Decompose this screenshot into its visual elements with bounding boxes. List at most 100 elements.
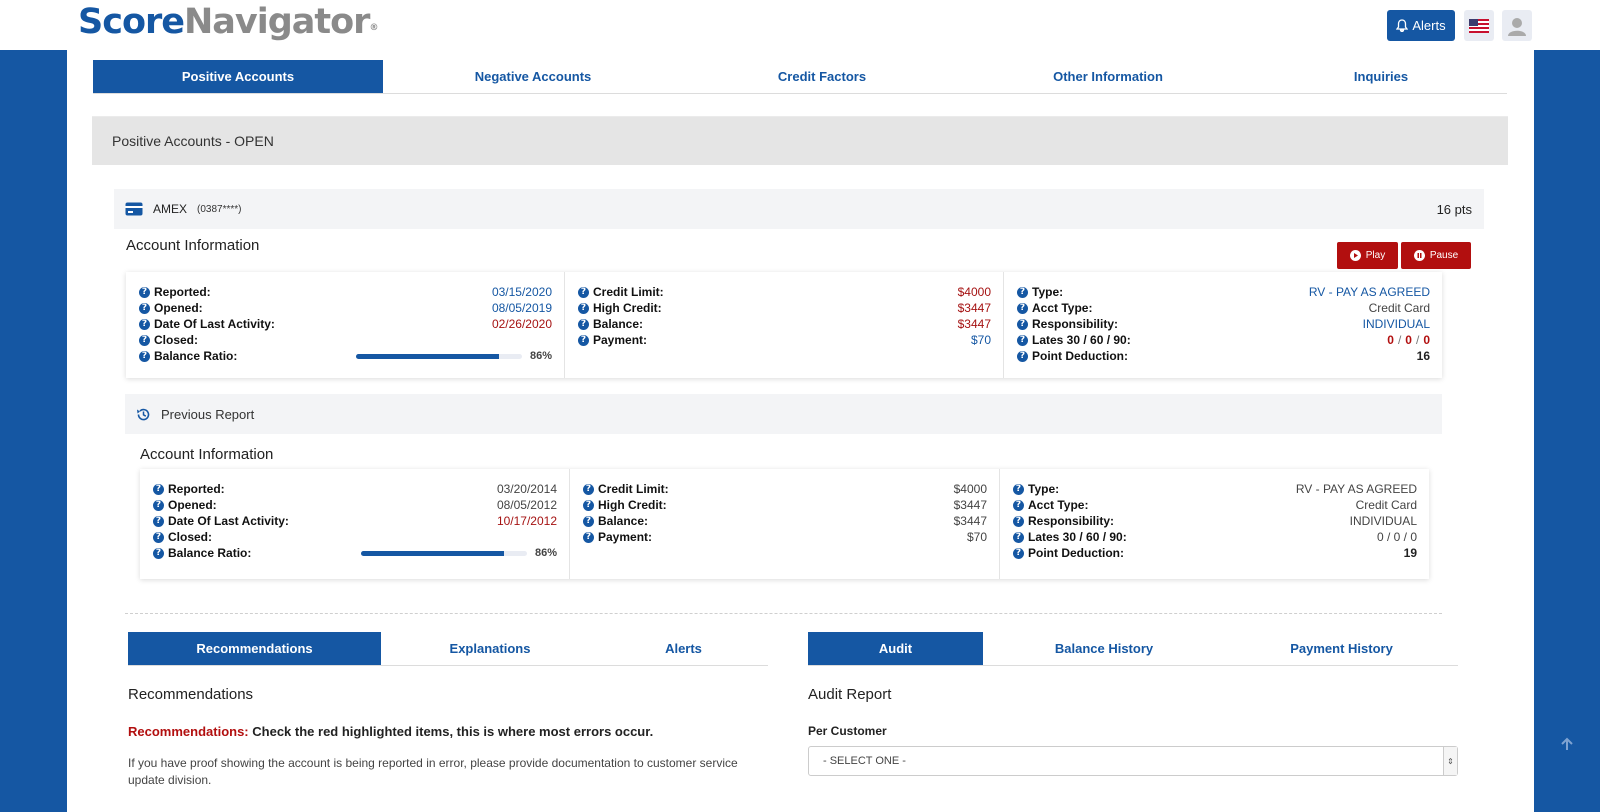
reported-value: 03/15/2020 (491, 285, 552, 299)
per-customer-label: Per Customer (808, 724, 887, 738)
help-icon[interactable]: ? (1013, 515, 1024, 527)
tab-balance-history[interactable]: Balance History (983, 632, 1225, 665)
recommendation-tabs: Recommendations Explanations Alerts (128, 632, 768, 666)
tab-positive-accounts[interactable]: Positive Accounts (93, 60, 383, 93)
balance-ratio-value: 86% (529, 350, 552, 362)
help-icon[interactable]: ? (139, 334, 150, 346)
point-deduction-value: 16 (1416, 349, 1430, 363)
tab-alerts[interactable]: Alerts (599, 632, 768, 665)
main-tabs: Positive Accounts Negative Accounts Cred… (93, 60, 1507, 94)
closed-row: ? Closed: (139, 332, 552, 348)
tab-audit[interactable]: Audit (808, 632, 983, 665)
account-points: 16 pts (1436, 201, 1472, 217)
help-icon[interactable]: ? (1017, 286, 1028, 298)
last-activity-value: 02/26/2020 (491, 317, 552, 331)
opened-row: ? Opened: 08/05/2019 (139, 300, 552, 316)
high-credit-value: $3447 (957, 301, 991, 315)
help-icon[interactable]: ? (578, 286, 589, 298)
alerts-button[interactable]: Alerts (1387, 10, 1455, 41)
user-menu-button[interactable] (1502, 10, 1532, 41)
help-icon[interactable]: ? (1017, 350, 1028, 362)
language-button[interactable] (1464, 10, 1494, 41)
previous-status-column: ? Type: RV - PAY AS AGREED ? Acct Type: Cred… (1000, 469, 1429, 579)
help-icon[interactable]: ? (1013, 483, 1024, 495)
help-icon[interactable]: ? (153, 531, 164, 543)
scroll-to-top-button[interactable] (1555, 735, 1579, 759)
help-icon[interactable]: ? (583, 531, 594, 543)
payment-value: $70 (970, 333, 991, 347)
tab-inquiries[interactable]: Inquiries (1255, 60, 1507, 93)
dates-column: ? Reported: 03/15/2020 ? Opened: 08/05/2019 … (126, 272, 565, 378)
play-button[interactable]: Play (1337, 242, 1398, 269)
previous-account-info-title: Account Information (140, 446, 274, 463)
previous-balance-value: $3447 (953, 514, 987, 528)
help-icon[interactable]: ? (1017, 318, 1028, 330)
help-icon[interactable]: ? (583, 515, 594, 527)
recommendations-lead-label: Recommendations: (128, 724, 249, 739)
tab-recommendations[interactable]: Recommendations (128, 632, 381, 665)
audit-tabs: Audit Balance History Payment History (808, 632, 1458, 666)
help-icon[interactable]: ? (153, 515, 164, 527)
previous-reported-value: 03/20/2014 (496, 482, 557, 496)
type-value: RV - PAY AS AGREED (1308, 285, 1430, 299)
recommendations-lead-text: Check the red highlighted items, this is… (252, 724, 654, 739)
help-icon[interactable]: ? (139, 350, 150, 362)
previous-report-header[interactable]: Previous Report (125, 394, 1442, 434)
balance-ratio-bar (355, 353, 522, 359)
tab-other-information[interactable]: Other Information (961, 60, 1255, 93)
previous-dates-column: ? Reported: 03/20/2014 ? Opened: 08/05/2012 … (140, 469, 570, 579)
top-bar: ScoreNavigator® Alerts (0, 0, 1600, 50)
help-icon[interactable]: ? (583, 499, 594, 511)
credit-card-icon (125, 202, 143, 216)
help-icon[interactable]: ? (1017, 334, 1028, 346)
help-icon[interactable]: ? (139, 318, 150, 330)
previous-type-value: RV - PAY AS AGREED (1295, 482, 1417, 496)
previous-acct-type-value: Credit Card (1355, 498, 1417, 512)
pause-button[interactable]: Pause (1401, 242, 1471, 269)
help-icon[interactable]: ? (153, 483, 164, 495)
play-icon (1349, 250, 1361, 261)
previous-amounts-column: ? Credit Limit: $4000 ? High Credit: $3447 ?… (570, 469, 1000, 579)
per-customer-select[interactable]: - SELECT ONE - ⇕ (808, 746, 1458, 776)
previous-responsibility-value: INDIVIDUAL (1349, 514, 1417, 528)
responsibility-value: INDIVIDUAL (1362, 317, 1430, 331)
help-icon[interactable]: ? (153, 547, 164, 559)
brand-name-part1: Score (78, 2, 185, 42)
help-icon[interactable]: ? (1013, 547, 1024, 559)
previous-high-credit-value: $3447 (953, 498, 987, 512)
tab-negative-accounts[interactable]: Negative Accounts (383, 60, 683, 93)
arrow-up-icon (1561, 737, 1573, 750)
account-header[interactable]: AMEX (0387****) 16 pts (114, 189, 1484, 229)
tab-explanations[interactable]: Explanations (381, 632, 599, 665)
section-title: Positive Accounts - OPEN (112, 133, 274, 149)
help-icon[interactable]: ? (583, 483, 594, 495)
recommendations-body: If you have proof showing the account is… (128, 756, 738, 787)
previous-point-deduction-value: 19 (1403, 546, 1417, 560)
help-icon[interactable]: ? (139, 286, 150, 298)
help-icon[interactable]: ? (1013, 531, 1024, 543)
help-icon[interactable]: ? (1013, 499, 1024, 511)
previous-payment-value: $70 (966, 530, 987, 544)
section-divider (125, 613, 1442, 614)
lates-value: 0/0/0 (1387, 333, 1430, 347)
help-icon[interactable]: ? (578, 318, 589, 330)
brand-logo[interactable]: ScoreNavigator® (78, 2, 378, 42)
help-icon[interactable]: ? (153, 499, 164, 511)
play-button-label: Play (1365, 250, 1386, 261)
tab-payment-history[interactable]: Payment History (1225, 632, 1458, 665)
account-number: (0387****) (197, 203, 242, 215)
help-icon[interactable]: ? (1017, 302, 1028, 314)
tab-credit-factors[interactable]: Credit Factors (683, 60, 961, 93)
help-icon[interactable]: ? (578, 302, 589, 314)
previous-credit-limit-value: $4000 (953, 482, 987, 496)
pause-button-label: Pause (1429, 250, 1459, 261)
main-content: Positive Accounts Negative Accounts Cred… (67, 50, 1534, 812)
help-icon[interactable]: ? (578, 334, 589, 346)
recommendations-title: Recommendations (128, 686, 254, 703)
previous-lates-value: 0 / 0 / 0 (1376, 530, 1417, 544)
reported-row: ? Reported: 03/15/2020 (139, 284, 552, 300)
previous-opened-value: 08/05/2012 (496, 498, 557, 512)
help-icon[interactable]: ? (139, 302, 150, 314)
brand-name-part2: Navigator (184, 2, 370, 42)
balance-ratio-fill (355, 353, 499, 359)
